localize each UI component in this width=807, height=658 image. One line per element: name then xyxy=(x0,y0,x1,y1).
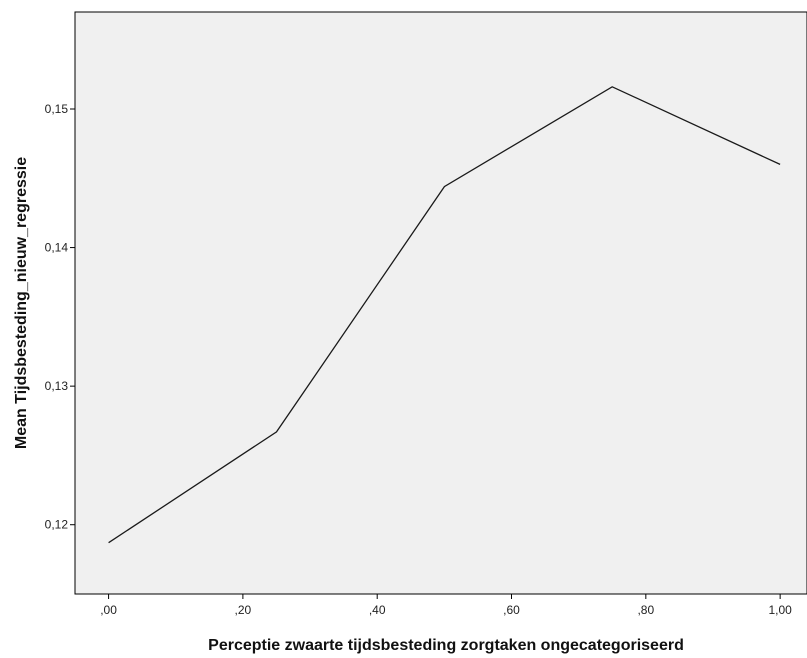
x-tick-label: ,00 xyxy=(100,603,117,617)
y-axis-title: Mean Tijdsbesteding_nieuw_regressie xyxy=(13,157,30,449)
plot-area xyxy=(74,11,807,595)
x-tick-label: 1,00 xyxy=(768,603,792,617)
y-tick-label: 0,13 xyxy=(45,379,69,393)
y-tick-label: 0,14 xyxy=(45,241,69,255)
x-tick-label: ,40 xyxy=(369,603,386,617)
x-tick-label: ,80 xyxy=(637,603,654,617)
series-line xyxy=(108,86,781,544)
y-axis: 0,12 0,13 0,14 0,15 xyxy=(45,102,75,532)
y-tick-label: 0,15 xyxy=(45,102,69,116)
x-tick-label: ,20 xyxy=(235,603,252,617)
x-tick-label: ,60 xyxy=(503,603,520,617)
y-tick-label: 0,12 xyxy=(45,518,69,532)
x-axis-title: Perceptie zwaarte tijdsbesteding zorgtak… xyxy=(208,637,684,654)
x-axis: ,00 ,20 ,40 ,60 ,80 1,00 xyxy=(100,594,792,617)
